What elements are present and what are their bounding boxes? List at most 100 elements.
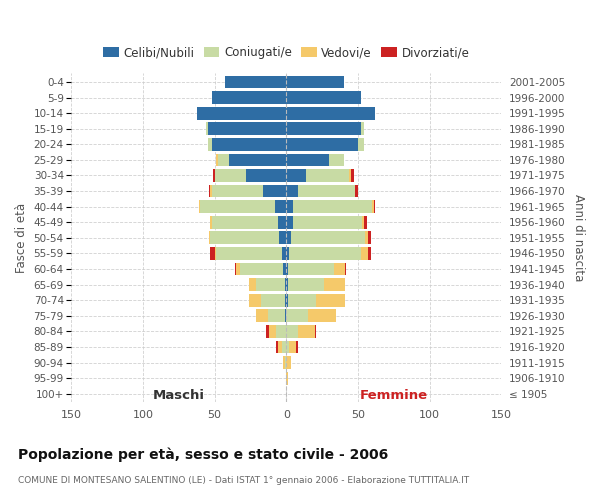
Bar (211, 216, 212, 228)
Bar (286, 169, 307, 182)
Bar (365, 232, 368, 244)
Bar (212, 91, 286, 104)
Bar (323, 278, 345, 291)
Bar (241, 262, 283, 276)
Bar (197, 106, 286, 120)
Bar (212, 138, 286, 150)
Bar (218, 154, 229, 166)
Bar (286, 122, 361, 135)
Bar (286, 184, 298, 198)
Y-axis label: Fasce di età: Fasce di età (15, 203, 28, 273)
Bar (368, 232, 371, 244)
Bar (286, 325, 298, 338)
Bar (286, 247, 289, 260)
Bar (276, 340, 278, 353)
Bar (374, 200, 375, 213)
Bar (316, 294, 345, 306)
Bar (290, 232, 365, 244)
Bar (266, 325, 269, 338)
Bar (246, 169, 286, 182)
Bar (286, 106, 375, 120)
Bar (286, 262, 288, 276)
Bar (283, 262, 286, 276)
Bar (285, 294, 286, 306)
Bar (298, 184, 355, 198)
Bar (349, 169, 351, 182)
Bar (211, 247, 215, 260)
Bar (216, 154, 218, 166)
Bar (361, 122, 364, 135)
Bar (206, 122, 208, 135)
Bar (286, 91, 361, 104)
Bar (286, 154, 329, 166)
Text: COMUNE DI MONTESANO SALENTINO (LE) - Dati ISTAT 1° gennaio 2006 - Elaborazione T: COMUNE DI MONTESANO SALENTINO (LE) - Dat… (18, 476, 469, 485)
Bar (209, 232, 211, 244)
Bar (286, 138, 358, 150)
Bar (308, 310, 337, 322)
Bar (286, 200, 293, 213)
Bar (289, 247, 361, 260)
Bar (345, 262, 346, 276)
Text: Popolazione per età, sesso e stato civile - 2006: Popolazione per età, sesso e stato civil… (18, 448, 388, 462)
Bar (225, 76, 286, 88)
Bar (334, 262, 345, 276)
Bar (307, 169, 349, 182)
Bar (283, 356, 285, 369)
Bar (286, 232, 290, 244)
Legend: Celibi/Nubili, Coniugati/e, Vedovi/e, Divorziati/e: Celibi/Nubili, Coniugati/e, Vedovi/e, Di… (98, 42, 474, 64)
Bar (286, 372, 288, 384)
Bar (298, 325, 315, 338)
Bar (296, 340, 298, 353)
Bar (329, 154, 344, 166)
Bar (276, 325, 286, 338)
Bar (263, 184, 286, 198)
Bar (282, 247, 286, 260)
Bar (293, 216, 362, 228)
Bar (269, 325, 276, 338)
Bar (213, 169, 215, 182)
Bar (288, 278, 323, 291)
Bar (355, 184, 358, 198)
Bar (372, 200, 374, 213)
Bar (361, 247, 368, 260)
Bar (211, 232, 279, 244)
Bar (358, 138, 364, 150)
Bar (209, 184, 211, 198)
Bar (278, 340, 282, 353)
Bar (236, 262, 241, 276)
Bar (215, 247, 216, 260)
Bar (216, 247, 282, 260)
Bar (286, 310, 308, 322)
Text: Maschi: Maschi (153, 388, 205, 402)
Bar (362, 216, 364, 228)
Bar (286, 294, 288, 306)
Bar (260, 294, 285, 306)
Bar (249, 278, 256, 291)
Bar (288, 294, 316, 306)
Bar (215, 169, 246, 182)
Y-axis label: Anni di nascita: Anni di nascita (572, 194, 585, 282)
Bar (235, 262, 236, 276)
Bar (286, 340, 289, 353)
Bar (208, 138, 212, 150)
Bar (285, 356, 286, 369)
Bar (288, 262, 334, 276)
Bar (285, 310, 286, 322)
Bar (351, 169, 353, 182)
Bar (278, 216, 286, 228)
Bar (275, 200, 286, 213)
Bar (229, 154, 286, 166)
Bar (293, 200, 372, 213)
Bar (279, 232, 286, 244)
Bar (289, 340, 296, 353)
Bar (315, 325, 316, 338)
Bar (286, 216, 293, 228)
Bar (368, 247, 371, 260)
Text: Femmine: Femmine (359, 388, 428, 402)
Bar (364, 216, 367, 228)
Bar (208, 122, 286, 135)
Bar (199, 200, 200, 213)
Bar (282, 340, 286, 353)
Bar (286, 278, 288, 291)
Bar (256, 310, 268, 322)
